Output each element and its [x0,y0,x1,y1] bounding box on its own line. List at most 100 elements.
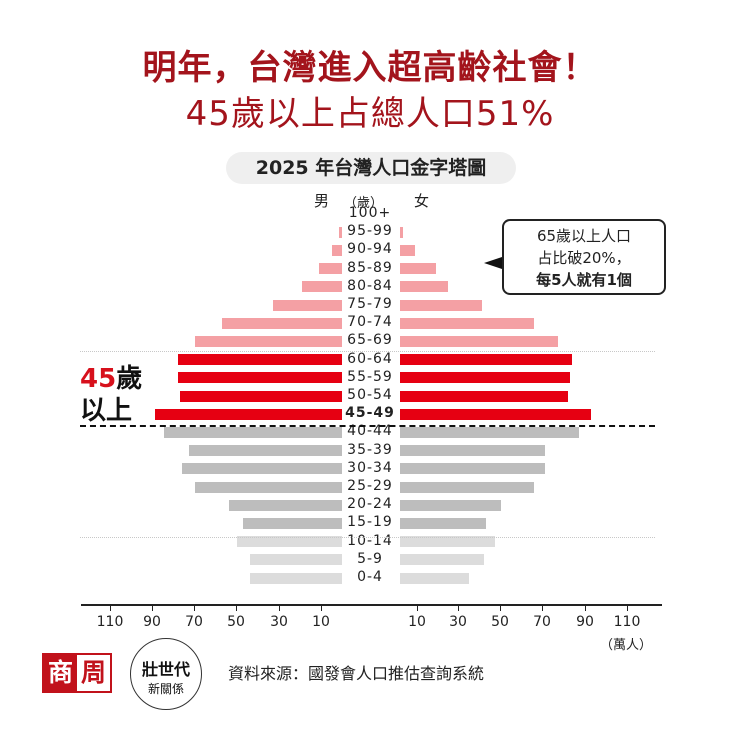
x-tick [279,606,280,611]
female-bar [400,499,501,511]
age-label: 90-94 [347,241,393,258]
callout-box: 65歲以上人口 占比破20%， 每5人就有1個 [502,219,666,295]
male-bar [188,445,342,457]
age-unit-label: （歲） [344,196,384,211]
female-bar [400,481,535,493]
age-label: 15-19 [347,514,393,531]
circle-logo: 壯世代 新關係 [130,638,202,710]
headline-line2: 45歲以上占總人口51% [185,94,555,134]
business-weekly-logo: 商 周 [42,653,112,693]
age-label: 0-4 [357,569,383,585]
x-tick [321,606,322,611]
side-label-above: 以上 [80,396,133,426]
age-label: 10-14 [347,532,393,549]
female-bar [400,572,470,584]
age-label: 95-99 [347,223,393,240]
male-bar [163,426,342,438]
female-bar [400,463,545,475]
x-tick [458,606,459,611]
female-bar [400,445,545,457]
female-bar [400,390,568,402]
age-label: 60-64 [347,350,393,367]
source-note: 資料來源：國發會人口推估查詢系統 [228,664,485,683]
x-tick-label: 50 [227,614,245,630]
x-tick-label: 70 [533,614,551,630]
age-label: 80-84 [347,277,393,294]
logo-char-zhou: 周 [77,655,110,691]
headline-line1: 明年，台灣進入超高齡社會！ [142,48,598,88]
age-label: 50-54 [347,387,393,403]
callout-line2: 占比破20%， [537,249,631,267]
unit-label: （萬人） [600,638,653,653]
male-bar [195,481,342,493]
female-bar [400,536,495,548]
circle-logo-line2: 新關係 [147,682,184,696]
x-axis [81,604,662,606]
age-45-divider [80,425,655,427]
age-label: 55-59 [347,368,393,385]
x-tick [585,606,586,611]
male-bar [178,372,342,384]
callout-line3: 每5人就有1個 [536,271,632,289]
female-bar [400,281,449,293]
male-bar [182,463,342,475]
female-bar [400,426,579,438]
male-bar [180,390,342,402]
male-bar [318,263,342,275]
x-tick-label: 10 [408,614,426,630]
female-bar [400,517,487,529]
x-tick-label: 90 [143,614,161,630]
male-bar [155,408,342,420]
side-label-45: 45歲 [80,358,142,395]
male-bar [249,572,342,584]
age-label: 100+ [348,205,392,221]
circle-logo-line1: 壯世代 [141,660,190,679]
age-label: 25-29 [347,478,393,494]
x-tick [627,606,628,611]
x-tick [500,606,501,611]
age-label: 75-79 [347,296,393,312]
age-label: 65-69 [347,332,393,349]
logo-char-shang: 商 [44,655,77,691]
x-tick-label: 30 [270,614,288,630]
x-tick [236,606,237,611]
male-bar [272,299,342,311]
gridline-65 [80,351,655,352]
female-bar [400,408,592,420]
female-bar [400,335,558,347]
side-label-suffix: 歲 [116,364,143,394]
female-bar [400,354,573,366]
age-label: 30-34 [347,459,393,476]
gridline-15 [80,537,655,538]
x-tick-label: 90 [576,614,594,630]
x-tick-label: 110 [613,614,641,630]
age-label: 40-44 [347,423,393,440]
female-bar [400,554,484,566]
female-label: 女 [414,192,430,210]
x-tick [542,606,543,611]
age-label: 85-89 [347,259,393,276]
x-tick [194,606,195,611]
female-bar [400,299,482,311]
male-bar [178,354,342,366]
chart-title: 2025 年台灣人口金字塔圖 [226,152,516,184]
callout-arrow-icon [484,257,502,269]
age-label: 20-24 [347,496,393,513]
callout-line1: 65歲以上人口 [536,227,632,245]
age-label: 70-74 [347,314,393,331]
x-tick [110,606,111,611]
female-bar [400,226,404,238]
x-tick-label: 30 [449,614,467,630]
male-label: 男 [314,192,330,210]
male-bar [331,244,342,256]
male-bar [302,281,342,293]
age-label: 45-49 [345,405,395,422]
x-tick-label: 50 [491,614,509,630]
female-bar [400,244,415,256]
male-bar [228,499,342,511]
x-tick-label: 10 [312,614,330,630]
x-tick-label: 70 [185,614,203,630]
side-label-number: 45 [80,364,117,394]
x-tick-label: 110 [96,614,124,630]
male-bar [237,536,342,548]
